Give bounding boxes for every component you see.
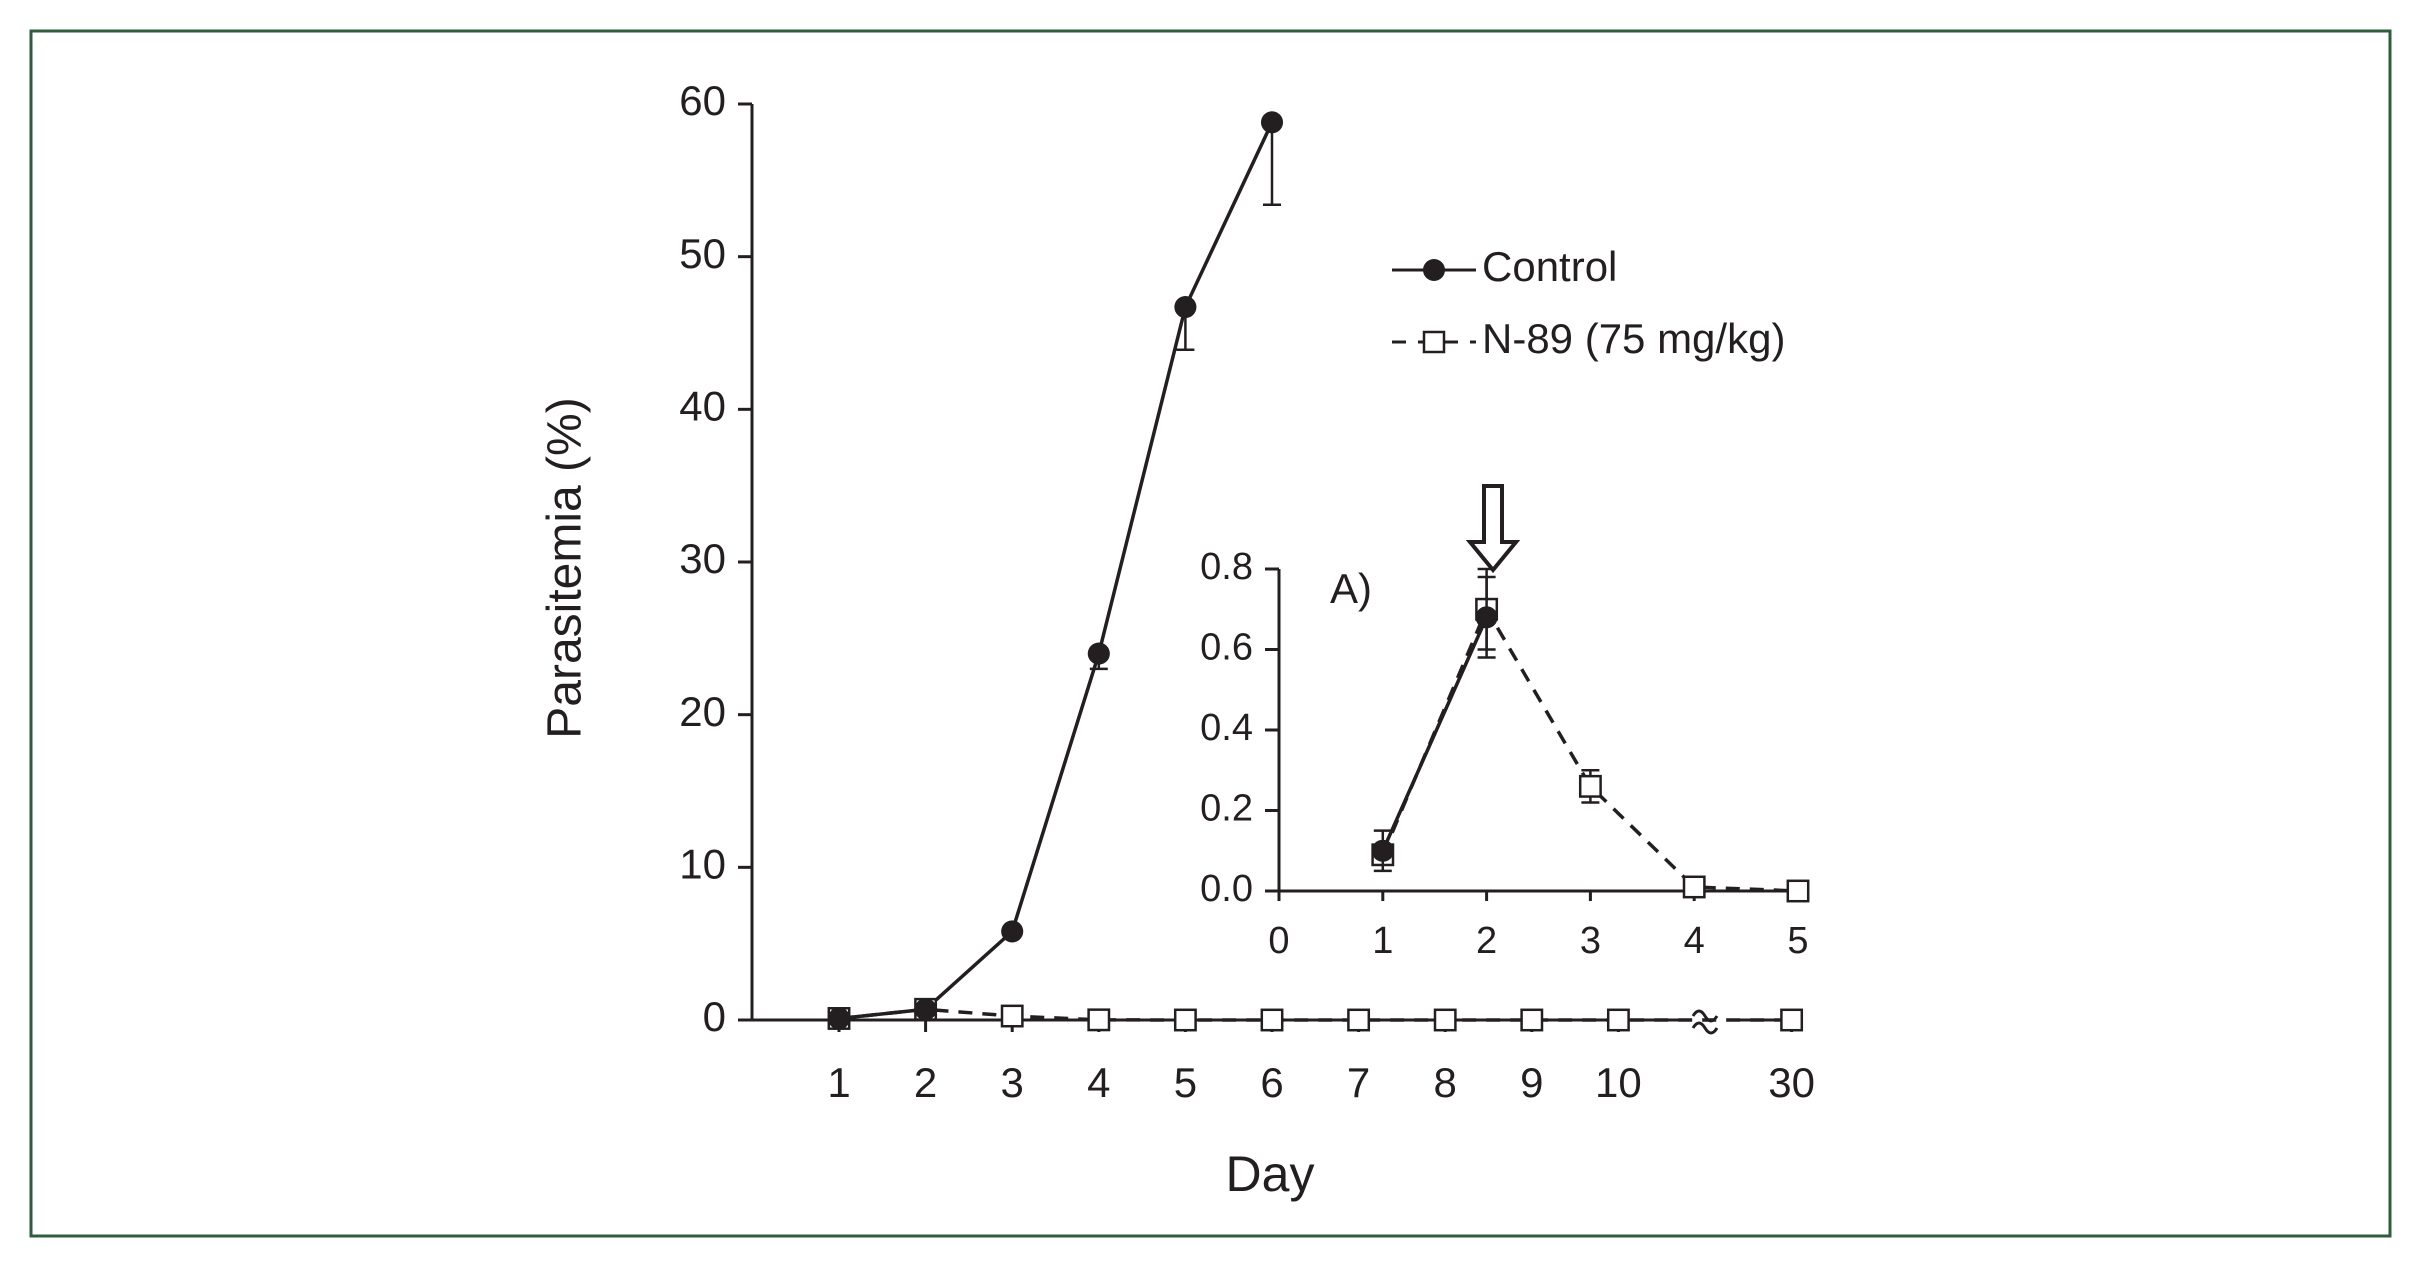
data-point <box>1682 875 1706 899</box>
y-tick-label: 10 <box>679 840 726 887</box>
legend-marker <box>1423 259 1445 281</box>
x-tick-label: 9 <box>1520 1059 1543 1106</box>
series-line <box>1381 605 1799 893</box>
y-tick-label: 0.4 <box>1200 707 1253 749</box>
data-point <box>1347 1008 1371 1032</box>
data-point <box>1780 1008 1804 1032</box>
data-point <box>1087 1008 1111 1032</box>
x-tick-label: 8 <box>1434 1059 1457 1106</box>
data-point <box>1606 1008 1630 1032</box>
data-point <box>1371 839 1394 862</box>
legend-label: Control <box>1482 243 1617 290</box>
frame <box>29 29 2392 1238</box>
y-tick-label: 40 <box>679 382 726 429</box>
data-point <box>1001 920 1024 943</box>
x-tick-label: 2 <box>1476 920 1497 962</box>
x-tick-label: 4 <box>1684 920 1705 962</box>
y-tick-label: 20 <box>679 688 726 735</box>
y-tick-label: 0 <box>703 993 726 1040</box>
data-point <box>1520 1008 1544 1032</box>
data-point <box>1433 1008 1457 1032</box>
data-point <box>1000 1004 1024 1028</box>
y-tick-label: 30 <box>679 535 726 582</box>
x-tick-label: 3 <box>1580 920 1601 962</box>
x-tick-label: 30 <box>1768 1059 1815 1106</box>
x-tick-label: 2 <box>914 1059 937 1106</box>
axis-break <box>1691 1009 1719 1035</box>
y-tick-label: 60 <box>679 77 726 124</box>
x-tick-label: 3 <box>1001 1059 1024 1106</box>
y-tick-label: 0.2 <box>1200 788 1253 830</box>
x-axis-label: Day <box>1226 1146 1315 1202</box>
y-tick-label: 0.8 <box>1200 546 1253 588</box>
data-point <box>1786 879 1810 903</box>
series-line <box>838 1007 1792 1022</box>
x-tick-label: 5 <box>1174 1059 1197 1106</box>
x-tick-label: 1 <box>1372 920 1393 962</box>
data-point <box>1173 1008 1197 1032</box>
data-point <box>1578 774 1602 798</box>
data-point <box>914 998 937 1021</box>
data-point <box>1475 606 1498 629</box>
x-tick-label: 7 <box>1347 1059 1370 1106</box>
data-point <box>1174 295 1197 319</box>
x-tick-label: 10 <box>1595 1059 1642 1106</box>
y-tick-label: 50 <box>679 230 726 277</box>
x-tick-label: 5 <box>1787 920 1808 962</box>
arrow <box>1465 484 1521 574</box>
error-bar <box>1263 122 1281 207</box>
data-point <box>827 1007 851 1030</box>
inset-label: A) <box>1330 565 1372 612</box>
legend-label: N-89 (75 mg/kg) <box>1482 315 1785 362</box>
data-point <box>1087 642 1110 665</box>
y-tick-label: 0.6 <box>1200 627 1253 669</box>
x-tick-label: 1 <box>827 1059 850 1106</box>
legend-marker <box>1422 330 1446 354</box>
x-tick-label: 6 <box>1260 1059 1283 1106</box>
x-tick-label: 4 <box>1087 1059 1110 1106</box>
y-axis-label: Parasitemia (%) <box>539 397 592 738</box>
x-tick-label: 0 <box>1268 920 1289 962</box>
y-tick-label: 0.0 <box>1200 868 1253 910</box>
data-point <box>1260 111 1284 134</box>
data-point <box>1260 1008 1284 1032</box>
